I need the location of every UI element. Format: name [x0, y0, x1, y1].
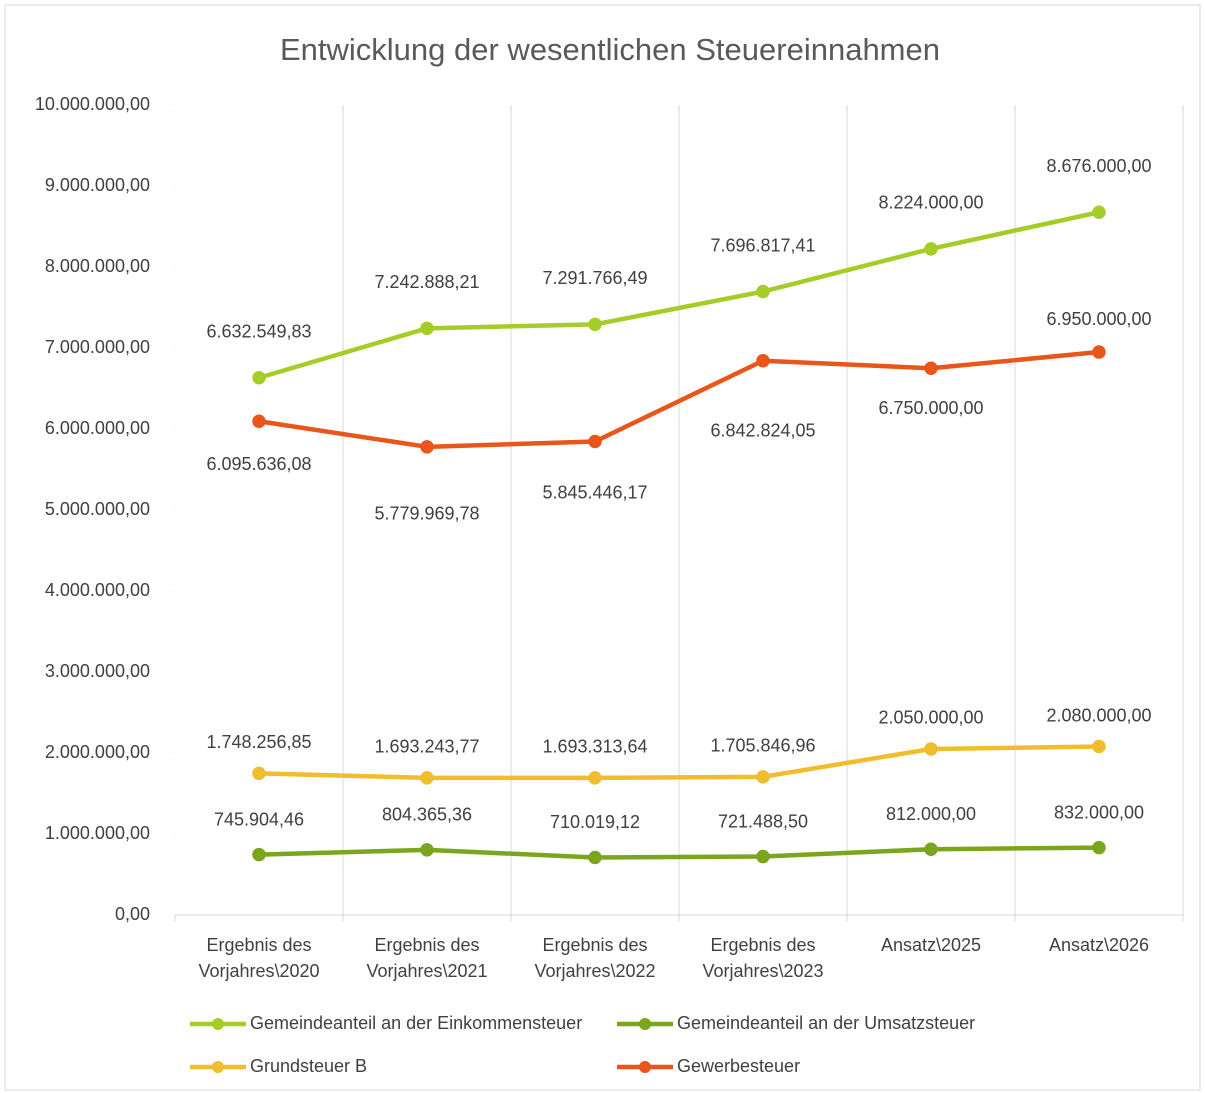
legend-marker [212, 1061, 224, 1073]
chart-title: Entwicklung der wesentlichen Steuereinna… [280, 32, 940, 67]
series-line [258, 210, 1100, 380]
data-label: 2.050.000,00 [878, 708, 983, 728]
data-point [252, 371, 266, 385]
data-label: 7.696.817,41 [710, 235, 815, 255]
data-label: 804.365,36 [382, 805, 472, 825]
data-label: 6.842.824,05 [710, 420, 815, 440]
series-line [258, 349, 1100, 450]
series-line [258, 744, 1100, 781]
data-label: 6.095.636,08 [206, 454, 311, 474]
data-label: 8.224.000,00 [878, 193, 983, 213]
data-point [420, 843, 434, 857]
data-point [756, 849, 770, 864]
data-label: 1.705.846,96 [710, 736, 815, 756]
data-label: 2.080.000,00 [1046, 705, 1151, 725]
y-tick-label: 4.000.000,00 [45, 580, 150, 600]
legend-marker [212, 1018, 224, 1030]
data-label: 6.632.549,83 [206, 322, 311, 342]
x-tick-label: Ergebnis des Vorjahres\2020 [198, 935, 320, 981]
legend-label: Grundsteuer B [250, 1056, 367, 1076]
legend-label: Gemeindeanteil an der Umsatzsteuer [677, 1013, 975, 1033]
data-point [588, 850, 602, 865]
legend-label: Gemeindeanteil an der Einkommensteuer [250, 1013, 582, 1033]
x-tick-label: Ergebnis des Vorjahres\2021 [366, 935, 488, 981]
y-tick-label: 1.000.000,00 [45, 823, 150, 843]
x-tick-label: Ansatz\2025 [880, 935, 982, 955]
data-label: 812.000,00 [886, 804, 976, 824]
y-tick-label: 8.000.000,00 [45, 256, 150, 276]
y-tick-label: 6.000.000,00 [45, 418, 150, 438]
data-point [588, 317, 602, 332]
data-label: 7.242.888,21 [374, 272, 479, 292]
data-point [588, 771, 602, 785]
data-point [1092, 205, 1106, 219]
data-point [420, 440, 434, 454]
y-tick-label: 3.000.000,00 [45, 661, 150, 681]
data-label: 832.000,00 [1054, 802, 1144, 822]
data-point [924, 742, 938, 756]
data-label: 6.950.000,00 [1046, 309, 1151, 329]
y-tick-label: 2.000.000,00 [45, 742, 150, 762]
data-label: 7.291.766,49 [542, 268, 647, 288]
x-tick-label: Ergebnis des Vorjahres\2022 [534, 935, 656, 981]
legend-label: Gewerbesteuer [677, 1056, 800, 1076]
data-point [924, 361, 938, 375]
data-point [588, 434, 602, 449]
data-label: 8.676.000,00 [1046, 156, 1151, 176]
data-point [252, 414, 266, 429]
data-point [756, 770, 770, 784]
data-label: 710.019,12 [550, 812, 640, 832]
data-point [1092, 739, 1106, 754]
legend-marker [639, 1061, 651, 1073]
chart-border [4, 4, 1201, 1091]
data-label: 5.779.969,78 [374, 504, 479, 524]
y-tick-label: 10.000.000,00 [35, 94, 150, 114]
data-point [1092, 345, 1106, 359]
data-point [252, 766, 266, 781]
data-point [1092, 840, 1106, 855]
data-point [252, 847, 266, 862]
data-point [420, 321, 434, 336]
data-point [420, 771, 434, 785]
data-label: 721.488,50 [718, 811, 808, 831]
data-label: 1.693.243,77 [374, 737, 479, 757]
x-tick-label: Ansatz\2026 [1048, 935, 1150, 955]
data-label: 1.693.313,64 [542, 737, 647, 757]
data-point [756, 284, 770, 299]
data-point [924, 842, 938, 856]
data-label: 745.904,46 [214, 809, 304, 829]
y-tick-label: 0,00 [115, 904, 150, 924]
legend-marker [639, 1018, 651, 1030]
data-label: 1.748.256,85 [206, 732, 311, 752]
y-tick-label: 7.000.000,00 [45, 337, 150, 357]
data-label: 6.750.000,00 [878, 398, 983, 418]
series-line [258, 845, 1100, 860]
data-label: 5.845.446,17 [542, 482, 647, 502]
x-tick-label: Ergebnis des Vorjahres\2023 [702, 935, 824, 981]
data-point [924, 242, 938, 256]
data-point [756, 353, 770, 368]
y-tick-label: 5.000.000,00 [45, 499, 150, 519]
y-tick-label: 9.000.000,00 [45, 175, 150, 195]
